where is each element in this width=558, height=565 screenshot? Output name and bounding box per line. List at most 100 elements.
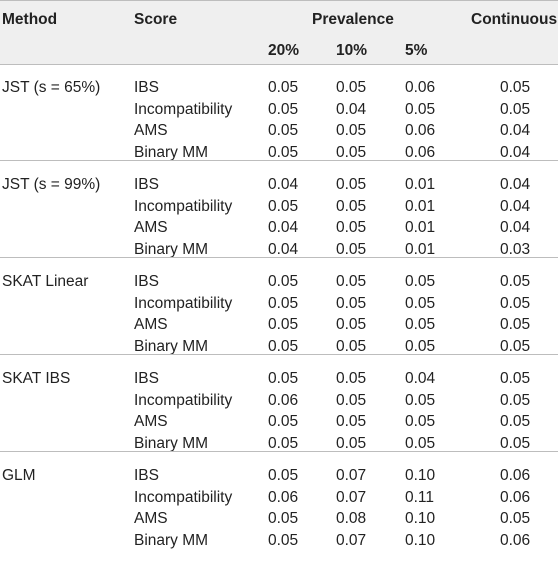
cell-prevalence-20: 0.05	[268, 510, 299, 528]
cell-prevalence-5: 0.05	[405, 337, 436, 355]
group-separator	[0, 160, 558, 161]
cell-prevalence-20: 0.05	[268, 337, 299, 355]
cell-prevalence-20: 0.04	[268, 176, 299, 193]
cell-continuous: 0.04	[500, 219, 531, 237]
cell-prevalence-5: 0.10	[405, 467, 436, 484]
cell-method: SKAT IBS	[2, 370, 71, 387]
cell-prevalence-10: 0.05	[336, 413, 367, 431]
cell-prevalence-5: 0.11	[405, 488, 435, 506]
cell-continuous: 0.05	[500, 294, 531, 312]
cell-prevalence-5: 0.05	[405, 273, 436, 290]
cell-score: Incompatibility	[134, 294, 233, 312]
cell-prevalence-20: 0.05	[268, 79, 299, 96]
cell-prevalence-20: 0.05	[268, 467, 299, 484]
cell-continuous: 0.05	[500, 391, 531, 409]
cell-score: Binary MM	[134, 240, 209, 258]
header-prevalence-20: 20%	[268, 42, 300, 59]
cell-prevalence-10: 0.05	[336, 391, 367, 409]
cell-prevalence-10: 0.05	[336, 370, 367, 387]
cell-prevalence-20: 0.05	[268, 143, 299, 161]
cell-prevalence-10: 0.05	[336, 176, 367, 193]
cell-continuous: 0.05	[500, 316, 531, 334]
cell-prevalence-20: 0.04	[268, 219, 299, 237]
cell-score: Binary MM	[134, 531, 209, 549]
cell-continuous: 0.04	[500, 122, 531, 140]
cell-prevalence-5: 0.01	[405, 197, 436, 215]
cell-score: IBS	[134, 370, 159, 387]
cell-score: Incompatibility	[134, 488, 233, 506]
cell-prevalence-20: 0.06	[268, 391, 299, 409]
cell-score: AMS	[134, 219, 168, 237]
cell-prevalence-5: 0.01	[405, 176, 436, 193]
cell-prevalence-10: 0.07	[336, 488, 367, 506]
table-header: Method Score Prevalence Continuous 20% 1…	[0, 0, 558, 64]
cell-prevalence-5: 0.05	[405, 413, 436, 431]
cell-prevalence-5: 0.05	[405, 391, 436, 409]
cell-continuous: 0.04	[500, 197, 531, 215]
cell-prevalence-20: 0.05	[268, 434, 299, 452]
cell-continuous: 0.06	[500, 488, 531, 506]
cell-continuous: 0.06	[500, 531, 531, 549]
cell-continuous: 0.04	[500, 143, 531, 161]
cell-continuous: 0.05	[500, 510, 531, 528]
cell-score: AMS	[134, 122, 168, 140]
cell-continuous: 0.05	[500, 413, 531, 431]
cell-prevalence-10: 0.05	[336, 219, 367, 237]
cell-score: Binary MM	[134, 434, 209, 452]
cell-score: AMS	[134, 316, 168, 334]
cell-prevalence-10: 0.05	[336, 337, 367, 355]
cell-continuous: 0.05	[500, 100, 531, 118]
cell-continuous: 0.05	[500, 79, 531, 96]
header-score: Score	[134, 11, 178, 28]
header-method: Method	[2, 11, 58, 28]
cell-score: Binary MM	[134, 143, 209, 161]
cell-prevalence-20: 0.04	[268, 240, 299, 258]
cell-prevalence-20: 0.05	[268, 294, 299, 312]
cell-score: IBS	[134, 273, 159, 290]
header-rule	[0, 64, 558, 65]
cell-prevalence-10: 0.05	[336, 434, 367, 452]
header-prevalence: Prevalence	[312, 11, 394, 28]
cell-prevalence-10: 0.07	[336, 467, 367, 484]
cell-prevalence-10: 0.05	[336, 197, 367, 215]
header-prevalence-10: 10%	[336, 42, 368, 59]
cell-prevalence-10: 0.05	[336, 294, 367, 312]
cell-prevalence-10: 0.05	[336, 122, 367, 140]
cell-prevalence-10: 0.04	[336, 100, 367, 118]
group-separator	[0, 257, 558, 258]
group-separator	[0, 451, 558, 452]
cell-prevalence-10: 0.08	[336, 510, 367, 528]
cell-method: JST (s = 99%)	[2, 176, 101, 193]
cell-prevalence-5: 0.05	[405, 100, 436, 118]
cell-continuous: 0.06	[500, 467, 531, 484]
cell-prevalence-5: 0.10	[405, 510, 436, 528]
cell-continuous: 0.05	[500, 370, 531, 387]
cell-prevalence-20: 0.05	[268, 122, 299, 140]
cell-score: Incompatibility	[134, 197, 233, 215]
cell-score: IBS	[134, 467, 159, 484]
cell-prevalence-20: 0.05	[268, 316, 299, 334]
cell-continuous: 0.05	[500, 337, 531, 355]
cell-prevalence-10: 0.05	[336, 240, 367, 258]
cell-prevalence-20: 0.06	[268, 488, 299, 506]
cell-score: AMS	[134, 413, 168, 431]
cell-continuous: 0.04	[500, 176, 531, 193]
cell-prevalence-10: 0.07	[336, 531, 367, 549]
cell-score: IBS	[134, 176, 159, 193]
cell-prevalence-5: 0.05	[405, 294, 436, 312]
cell-prevalence-5: 0.01	[405, 219, 436, 237]
cell-score: IBS	[134, 79, 159, 96]
cell-score: Incompatibility	[134, 391, 233, 409]
header-continuous: Continuous	[471, 11, 558, 28]
cell-prevalence-5: 0.04	[405, 370, 436, 387]
cell-score: Binary MM	[134, 337, 209, 355]
cell-prevalence-20: 0.05	[268, 531, 299, 549]
cell-prevalence-10: 0.05	[336, 143, 367, 161]
cell-continuous: 0.05	[500, 273, 531, 290]
cell-prevalence-10: 0.05	[336, 316, 367, 334]
cell-continuous: 0.03	[500, 240, 531, 258]
cell-prevalence-20: 0.05	[268, 273, 299, 290]
cell-prevalence-5: 0.05	[405, 434, 436, 452]
table-top-rule	[0, 0, 558, 1]
cell-prevalence-5: 0.05	[405, 316, 436, 334]
